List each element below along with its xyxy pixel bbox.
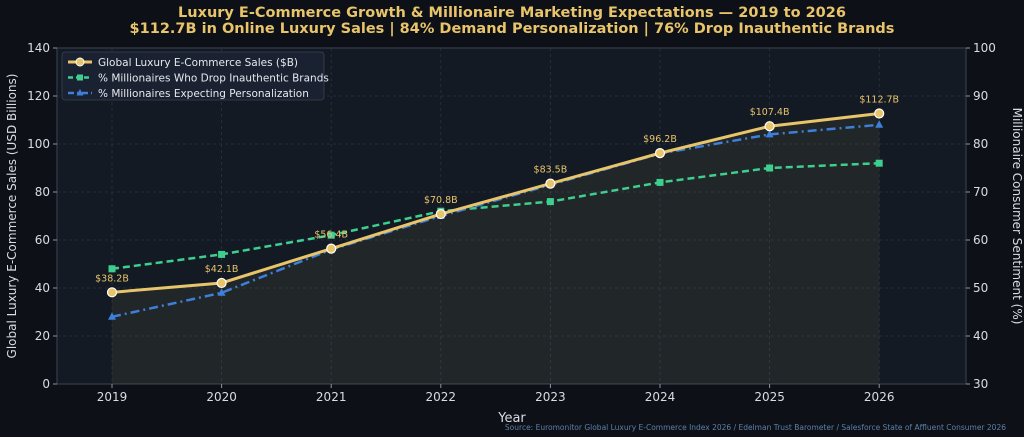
personalization-line xyxy=(111,123,880,319)
y-tick-label-left: 0 xyxy=(42,377,50,391)
personalization-point xyxy=(765,129,774,138)
sales-point xyxy=(106,287,118,298)
gridlines xyxy=(57,48,966,384)
sales-line xyxy=(111,112,880,294)
legend-label-0: Global Luxury E-Commerce Sales ($B) xyxy=(98,57,298,69)
drop-inauthentic-point xyxy=(546,198,554,206)
sales-data-label: $83.5B xyxy=(534,165,568,176)
y-tick-label-right: 40 xyxy=(973,329,988,343)
y-tick-label-left: 40 xyxy=(35,281,50,295)
x-tick-label: 2021 xyxy=(316,390,347,404)
sales-point xyxy=(326,243,337,254)
drop-inauthentic-line xyxy=(111,161,880,271)
x-tick-label: 2024 xyxy=(645,390,676,404)
y-tick-label-left: 60 xyxy=(35,233,50,247)
sales-data-label: $112.7B xyxy=(859,95,899,106)
sales-data-label: $107.4B xyxy=(750,107,790,118)
y-tick-label-right: 50 xyxy=(973,281,988,295)
personalization-point xyxy=(875,120,884,128)
legend-label-2: % Millionaires Expecting Personalization xyxy=(98,88,309,100)
sales-area-fill xyxy=(112,113,880,385)
y-tick-label-right: 70 xyxy=(973,185,988,199)
y-axis-label-right: Millionaire Consumer Sentiment (%) xyxy=(1010,108,1024,325)
area-fill xyxy=(112,113,880,385)
y-axis-label-left: Global Luxury E-Commerce Sales (USD Bill… xyxy=(5,74,19,359)
source-note: Source: Euromonitor Global Luxury E-Comm… xyxy=(505,423,1006,432)
sales-point xyxy=(216,277,227,289)
plot-area xyxy=(56,47,967,385)
x-axis-label: Year xyxy=(497,411,526,426)
drop-inauthentic-point xyxy=(218,250,226,258)
y-tick-label-right: 90 xyxy=(973,89,988,103)
sales-point xyxy=(874,108,885,119)
legend-marker-1 xyxy=(77,74,83,81)
x-tick-label: 2025 xyxy=(754,390,785,404)
axis-ticks: 0 20 40 60 80 100 120 140 30 40 50 60 70 80 90 100 2019 2… xyxy=(27,41,996,404)
y-tick-label-left: 20 xyxy=(35,329,50,343)
x-tick-label: 2026 xyxy=(864,390,895,404)
y-tick-label-right: 100 xyxy=(973,41,996,55)
y-tick-label-left: 120 xyxy=(27,89,50,103)
sales-data-label: $38.2B xyxy=(95,273,129,284)
chart-subtitle: $112.7B in Online Luxury Sales | 84% Dem… xyxy=(130,21,895,37)
x-tick-label: 2020 xyxy=(206,390,237,404)
personalization-point xyxy=(108,312,116,320)
legend-marker-0 xyxy=(75,57,85,67)
x-tick-label: 2022 xyxy=(426,390,457,404)
personalization-point xyxy=(217,288,226,296)
sales-point xyxy=(545,178,556,189)
sales-point xyxy=(435,208,446,220)
legend-box xyxy=(61,51,325,101)
series-lines xyxy=(106,108,885,320)
sales-data-label: $96.2B xyxy=(643,134,677,145)
drop-inauthentic-point xyxy=(875,159,883,167)
legend-marker-2 xyxy=(76,89,84,96)
sales-point xyxy=(654,148,666,159)
y-tick-label-right: 30 xyxy=(973,377,988,391)
y-tick-label-left: 140 xyxy=(27,41,50,55)
y-tick-label-right: 60 xyxy=(973,233,988,247)
x-tick-label: 2023 xyxy=(535,390,566,404)
legend-label-1: % Millionaires Who Drop Inauthentic Bran… xyxy=(98,73,329,85)
drop-inauthentic-point xyxy=(108,265,116,273)
data-labels: $38.2B $42.1B $56.4B $70.8B $83.5B $96.2B $107… xyxy=(95,95,899,285)
legend: Global Luxury E-Commerce Sales ($B) % Mil… xyxy=(61,51,329,101)
sales-data-label: $42.1B xyxy=(205,264,239,275)
y-tick-label-right: 80 xyxy=(973,137,988,151)
drop-inauthentic-point xyxy=(327,231,335,239)
sales-data-label: $70.8B xyxy=(424,195,458,206)
sales-data-label: $56.4B xyxy=(314,230,348,241)
sales-point xyxy=(764,121,775,132)
x-tick-label: 2019 xyxy=(97,390,128,404)
drop-inauthentic-point xyxy=(766,164,774,172)
y-tick-label-left: 100 xyxy=(27,137,50,151)
y-tick-label-left: 80 xyxy=(35,185,50,199)
drop-inauthentic-point xyxy=(656,178,664,186)
chart-title: Luxury E-Commerce Growth & Millionaire M… xyxy=(178,5,846,21)
